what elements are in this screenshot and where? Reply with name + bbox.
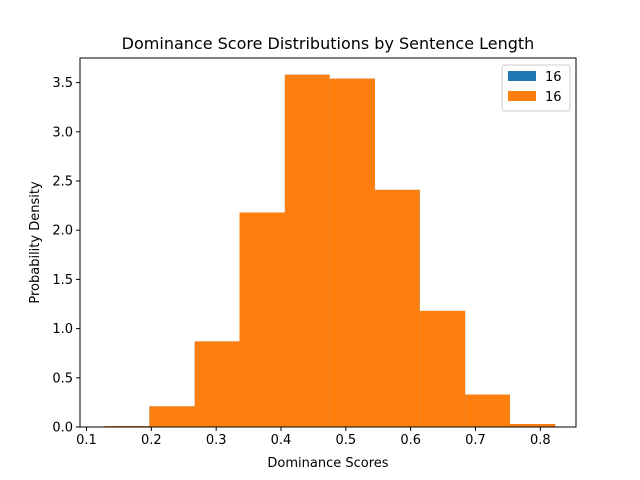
bar-series-1-bin-1 bbox=[149, 406, 195, 427]
bars-group bbox=[104, 74, 556, 427]
y-tick-label: 2.5 bbox=[52, 175, 73, 190]
x-tick-label: 0.1 bbox=[76, 433, 97, 448]
bar-series-1-bin-4 bbox=[284, 74, 330, 427]
x-tick-label: 0.4 bbox=[271, 433, 292, 448]
bar-series-1-bin-3 bbox=[239, 212, 285, 427]
y-tick-label: 1.5 bbox=[52, 273, 73, 288]
legend-label: 16 bbox=[545, 90, 562, 105]
y-tick-label: 3.0 bbox=[52, 125, 73, 140]
x-axis-ticks: 0.1 0.2 0.3 0.4 0.5 0.6 0.7 0.8 bbox=[76, 427, 551, 448]
x-tick-label: 0.3 bbox=[206, 433, 227, 448]
x-tick-label: 0.2 bbox=[141, 433, 162, 448]
x-tick-label: 0.6 bbox=[400, 433, 421, 448]
y-axis-ticks: 0.0 0.5 1.0 1.5 2.0 2.5 3.0 3.5 bbox=[52, 76, 80, 436]
legend-swatch bbox=[508, 91, 536, 101]
y-tick-label: 2.0 bbox=[52, 224, 73, 239]
bar-series-1-bin-2 bbox=[194, 341, 240, 427]
legend-swatch bbox=[508, 71, 536, 81]
bar-series-1-bin-5 bbox=[329, 78, 376, 427]
bar-series-1-bin-9 bbox=[509, 424, 556, 427]
x-axis-label: Dominance Scores bbox=[267, 456, 388, 471]
y-tick-label: 0.0 bbox=[52, 421, 73, 436]
plot-frame bbox=[79, 57, 577, 428]
bar-series-1-bin-7 bbox=[419, 310, 466, 427]
y-tick-label: 0.5 bbox=[52, 371, 73, 386]
x-tick-label: 0.7 bbox=[465, 433, 486, 448]
x-tick-label: 0.8 bbox=[530, 433, 551, 448]
y-tick-label: 1.0 bbox=[52, 322, 73, 337]
y-tick-label: 3.5 bbox=[52, 76, 73, 91]
x-tick-label: 0.5 bbox=[335, 433, 356, 448]
bar-series-1-bin-6 bbox=[375, 189, 420, 427]
bar-series-1-bin-8 bbox=[465, 394, 510, 427]
chart-title: Dominance Score Distributions by Sentenc… bbox=[122, 34, 535, 53]
y-axis-label: Probability Density bbox=[28, 181, 43, 304]
legend-label: 16 bbox=[545, 70, 562, 85]
